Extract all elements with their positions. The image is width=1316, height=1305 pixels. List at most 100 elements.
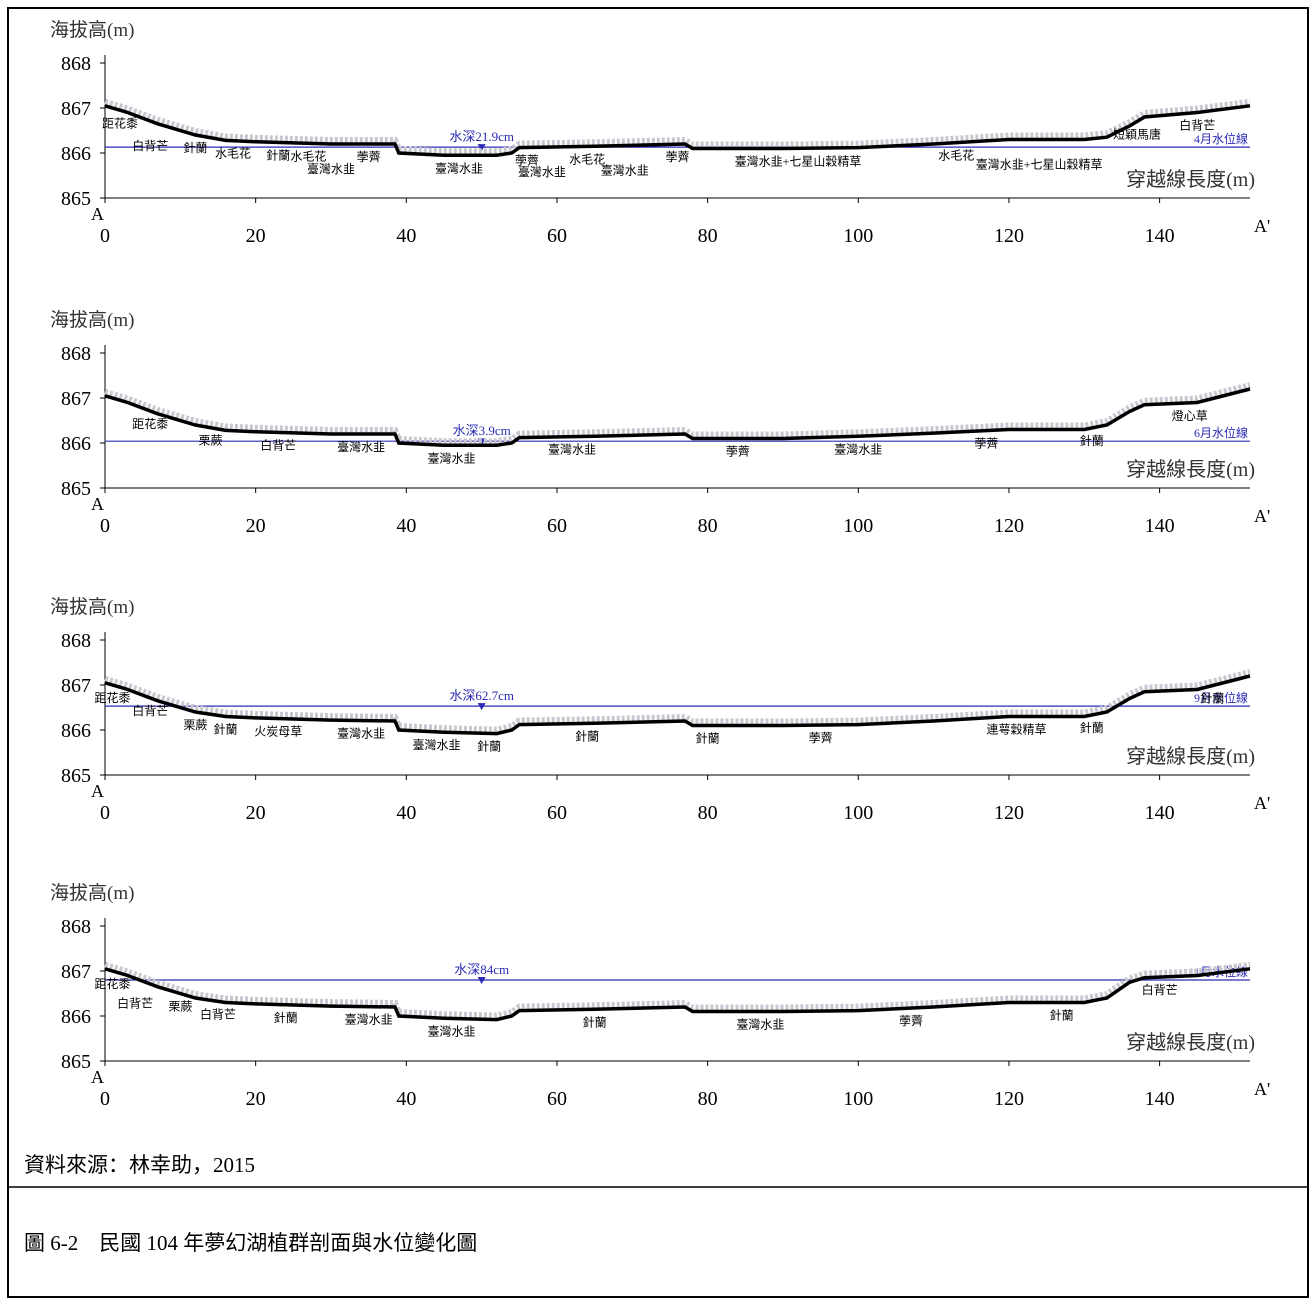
plant-label: 栗蕨: [198, 434, 222, 448]
plant-label: 針蘭: [1080, 433, 1104, 448]
plant-label: 針蘭: [183, 140, 207, 155]
end-label: A': [1254, 1079, 1270, 1099]
y-axis-label: 海拔高(m): [50, 882, 134, 904]
x-tick-label: 140: [1145, 1088, 1175, 1110]
plant-label: 針蘭: [1200, 691, 1224, 706]
y-tick-label: 868: [61, 343, 91, 365]
plant-label: 距花黍: [95, 690, 131, 705]
vegetation-band: [104, 98, 1251, 155]
plant-label: 白背芒: [200, 1006, 236, 1021]
plant-label: 水毛花: [290, 148, 326, 163]
plant-label: 短穎馬唐: [1113, 127, 1161, 142]
x-axis-label: 穿越線長度(m): [1126, 745, 1255, 768]
plant-label: 針蘭: [477, 738, 501, 753]
plant-label: 栗蕨: [168, 1000, 192, 1014]
vegetation-band: [104, 961, 1251, 1019]
plant-label: 白背芒: [132, 703, 168, 718]
plant-label: 臺灣水韭: [337, 439, 385, 454]
plant-label: 水毛花: [569, 151, 605, 166]
plant-label: 臺灣水韭+七星山穀精草: [735, 153, 862, 168]
plant-label: 針蘭: [696, 731, 720, 746]
x-tick-label: 60: [547, 515, 567, 537]
start-label: A: [91, 494, 104, 514]
plant-label: 臺灣水韭: [412, 737, 460, 752]
x-tick-label: 60: [547, 225, 567, 247]
plant-label: 臺灣水韭: [548, 442, 596, 457]
x-tick-label: 20: [246, 515, 266, 537]
y-tick-label: 865: [61, 765, 91, 787]
y-tick-label: 865: [61, 188, 91, 210]
frame: [7, 7, 1309, 1298]
end-label: A': [1254, 793, 1270, 813]
y-axis-label: 海拔高(m): [50, 596, 134, 618]
plant-label: 臺灣水韭: [435, 160, 483, 175]
x-tick-label: 120: [994, 515, 1024, 537]
x-tick-label: 0: [100, 515, 110, 537]
plant-label: 臺灣水韭+七星山穀精草: [976, 157, 1103, 172]
y-tick-label: 865: [61, 1051, 91, 1073]
plant-label: 荸薺: [899, 1014, 923, 1028]
plant-label: 荸薺: [515, 153, 539, 167]
depth-marker: [477, 144, 486, 152]
end-label: A': [1254, 216, 1270, 236]
y-tick-label: 868: [61, 53, 91, 75]
plant-label: 連萼穀精草: [986, 723, 1046, 737]
terrain-profile: [104, 967, 1251, 1022]
x-tick-label: 0: [100, 1088, 110, 1110]
source: 資料來源：林幸助，2015: [24, 1153, 255, 1177]
y-tick-label: 865: [61, 478, 91, 500]
y-tick-label: 866: [61, 720, 91, 742]
x-tick-label: 140: [1145, 225, 1175, 247]
plant-label: 荸薺: [809, 731, 833, 745]
x-tick-label: 140: [1145, 802, 1175, 824]
x-tick-label: 20: [246, 1088, 266, 1110]
plant-label: 臺灣水韭: [345, 1012, 393, 1027]
y-axis-label: 海拔高(m): [50, 309, 134, 331]
x-tick-label: 20: [246, 802, 266, 824]
start-label: A: [91, 1067, 104, 1087]
plant-label: 針蘭: [1080, 720, 1104, 735]
plant-label: 臺灣水韭: [518, 164, 566, 179]
x-tick-label: 120: [994, 1088, 1024, 1110]
water-level-label: 9月水位線: [1194, 690, 1248, 705]
vegetation-band: [104, 382, 1251, 445]
plant-label: 針蘭: [575, 728, 599, 743]
plant-label: 臺灣水韭: [428, 1023, 476, 1038]
x-tick-label: 80: [698, 515, 718, 537]
y-tick-label: 867: [61, 961, 91, 983]
plant-label: 針蘭: [214, 722, 238, 737]
start-label: A: [91, 781, 104, 801]
plant-label: 針蘭: [274, 1010, 298, 1025]
plant-label: 距花黍: [102, 115, 138, 130]
x-tick-label: 120: [994, 802, 1024, 824]
plant-label: 水毛花: [215, 146, 251, 161]
start-label: A: [91, 204, 104, 224]
plant-label: 荸薺: [974, 437, 998, 451]
plant-label: 臺灣水韭: [428, 450, 476, 465]
plant-label: 白背芒: [1179, 118, 1215, 133]
depth-label: 水深84cm: [454, 962, 509, 977]
y-tick-label: 866: [61, 433, 91, 455]
plant-label: 臺灣水韭: [834, 441, 882, 456]
plant-label: 白背芒: [132, 138, 168, 153]
x-tick-label: 80: [698, 802, 718, 824]
terrain-profile: [104, 104, 1251, 157]
x-tick-label: 20: [246, 225, 266, 247]
x-tick-label: 100: [843, 515, 873, 537]
x-tick-label: 100: [843, 225, 873, 247]
terrain-profile: [104, 674, 1251, 736]
x-tick-label: 120: [994, 225, 1024, 247]
y-tick-label: 868: [61, 916, 91, 938]
depth-marker: [477, 977, 486, 984]
plant-label: 臺灣水韭: [601, 163, 649, 178]
end-label: A': [1254, 506, 1270, 526]
x-tick-label: 80: [698, 1088, 718, 1110]
plant-label: 荸薺: [665, 150, 689, 164]
x-tick-label: 0: [100, 225, 110, 247]
x-tick-label: 60: [547, 1088, 567, 1110]
x-tick-label: 60: [547, 802, 567, 824]
y-tick-label: 867: [61, 675, 91, 697]
plant-label: 距花黍: [132, 416, 168, 431]
water-level-label: 6月水位線: [1194, 425, 1248, 440]
